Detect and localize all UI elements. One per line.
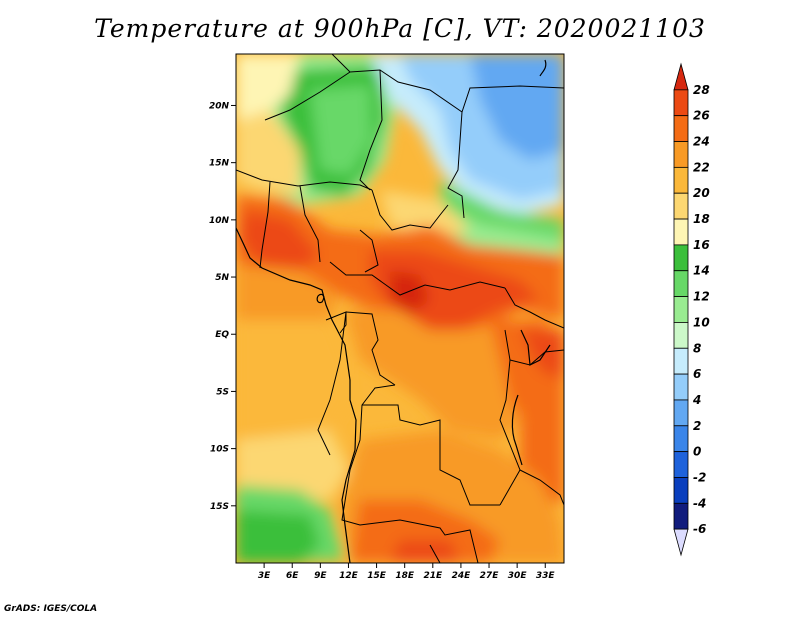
colorbar-cell-top [673,62,689,91]
colorbar-cell [673,502,689,530]
colorbar-cell [673,322,689,349]
colorbar-cell [673,192,689,220]
colorbar-label: -2 [693,470,706,484]
lon-tick-label: 3E [258,571,271,581]
lon-tick-label: 6E [286,571,299,581]
colorbar-cell [673,373,689,401]
colorbar-label: 18 [693,212,710,226]
colorbar-cell [673,166,689,194]
colorbar-label: 8 [693,341,701,355]
lat-tick-label: 5N [215,273,229,283]
colorbar-label: 6 [693,367,701,381]
lat-tick-label: 20N [209,101,230,111]
lon-tick-label: 27E [480,571,500,581]
lon-tick-label: 33E [536,571,556,581]
colorbar-label: 2 [693,419,701,433]
lat-tick-label: 5S [216,387,229,397]
lat-tick-label: EQ [215,330,229,340]
colorbar-label: 4 [692,393,701,407]
colorbar-label: 20 [693,186,710,200]
lat-tick-label: 15N [209,159,230,169]
coastline [236,59,551,563]
lat-tick-label: 10N [209,216,230,226]
map-title: Temperature at 900hPa [C], VT: 202002110… [94,14,706,43]
colorbar-label: 10 [693,315,710,329]
lon-tick-label: 18E [395,571,415,581]
colorbar-cell [673,115,689,142]
colorbar-cell-bottom [673,528,689,557]
colorbar-label: 22 [693,160,710,174]
lon-tick-label: 21E [423,571,443,581]
colorbar-label: 26 [693,109,710,123]
colorbar-cell [673,218,689,246]
colorbar-cell [673,141,689,168]
colorbar-cell [673,89,689,117]
longitude-axis: 3E 6E 9E 12E 15E 18E 21E 24E 27E 30E 33E [258,563,556,581]
lat-tick-label: 15S [210,502,229,512]
colorbar-label: 12 [693,290,710,304]
colorbar-cell [673,270,689,297]
map-frame [235,53,565,564]
lon-tick-label: 30E [508,571,528,581]
latitude-axis: 20N 15N 10N 5N EQ 5S 10S 15S [209,101,236,512]
colorbar-cell [673,425,689,453]
country-borders [236,54,564,563]
colorbar-cell [673,451,689,478]
colorbar-label: 16 [693,238,710,252]
colorbar-cell [673,477,689,504]
colorbar-cell [673,296,689,323]
lon-tick-label: 24E [452,571,472,581]
colorbar-label: -6 [693,522,706,536]
colorbar-label: 0 [693,445,701,459]
temperature-field [236,54,564,563]
lon-tick-label: 12E [339,571,359,581]
colorbar-cell [673,399,689,427]
colorbar-cell [673,347,689,375]
colorbar-label: 14 [693,264,710,278]
colorbar-cell [673,244,689,272]
lat-tick-label: 10S [210,445,229,455]
colorbar-label: -4 [693,496,706,510]
grads-credit: GrADS: IGES/COLA [4,604,98,614]
lon-tick-label: 9E [314,571,327,581]
colorbar-label: 28 [693,83,710,97]
lon-tick-label: 15E [367,571,387,581]
colorbar-label: 24 [693,135,710,149]
